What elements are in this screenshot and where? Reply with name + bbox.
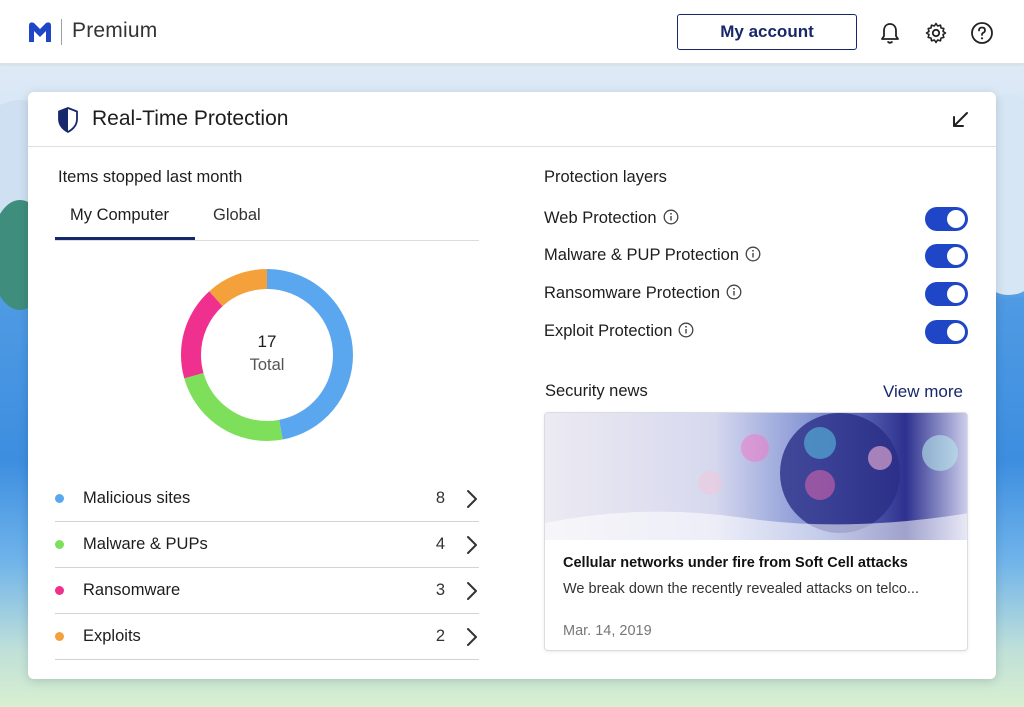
news-article-image (545, 413, 967, 540)
chevron-right-icon[interactable] (465, 488, 479, 510)
ransomware-protection-toggle[interactable] (925, 282, 968, 306)
layer-row-ransomware-protection: Ransomware Protection (544, 281, 968, 307)
real-time-protection-card: Real-Time Protection Items stopped last … (28, 92, 996, 679)
security-news-heading: Security news (545, 382, 648, 400)
chevron-right-icon[interactable] (465, 534, 479, 556)
toggle-knob (947, 247, 965, 265)
category-count: 3 (435, 581, 445, 599)
layer-row-exploit-protection: Exploit Protection (544, 319, 968, 345)
layer-name: Ransomware Protection (544, 284, 721, 302)
active-tab-indicator (55, 237, 195, 240)
layer-row-malware-pup-protection: Malware & PUP Protection (544, 243, 968, 269)
news-article-title[interactable]: Cellular networks under fire from Soft C… (563, 555, 908, 571)
bell-icon[interactable] (878, 21, 902, 45)
layer-name: Web Protection (544, 209, 657, 227)
toggle-knob (947, 210, 965, 228)
info-icon[interactable] (678, 322, 694, 338)
layer-row-web-protection: Web Protection (544, 206, 968, 232)
brand-divider (61, 19, 62, 45)
category-row-malicious-sites[interactable]: Malicious sites 8 (55, 476, 479, 522)
category-count: 8 (435, 489, 445, 507)
category-row-ransomware[interactable]: Ransomware 3 (55, 568, 479, 614)
donut-slice-1 (181, 269, 353, 441)
category-name: Malware & PUPs (83, 535, 208, 553)
top-bar: Premium My account (0, 0, 1024, 64)
chevron-right-icon[interactable] (465, 580, 479, 602)
category-count: 2 (435, 627, 445, 645)
malware-pup-protection-toggle[interactable] (925, 244, 968, 268)
tab-my-computer[interactable]: My Computer (70, 206, 170, 224)
category-color-dot (55, 586, 64, 595)
donut-slice-2 (181, 269, 353, 441)
category-name: Malicious sites (83, 489, 191, 507)
chevron-right-icon[interactable] (465, 626, 479, 648)
shield-icon (58, 107, 78, 133)
category-name: Exploits (83, 627, 141, 645)
donut-total-value: 17 (257, 332, 277, 351)
layer-name: Malware & PUP Protection (544, 246, 740, 264)
malwarebytes-logo-icon (29, 22, 51, 42)
category-color-dot (55, 494, 64, 503)
category-row-exploits[interactable]: Exploits 2 (55, 614, 479, 660)
tab-divider (55, 240, 479, 241)
items-stopped-heading: Items stopped last month (58, 168, 243, 186)
info-icon[interactable] (745, 246, 761, 262)
category-row-malware-pups[interactable]: Malware & PUPs 4 (55, 522, 479, 568)
tab-global[interactable]: Global (213, 206, 261, 224)
toggle-knob (947, 323, 965, 341)
exploit-protection-toggle[interactable] (925, 320, 968, 344)
category-name: Ransomware (83, 581, 181, 599)
card-header: Real-Time Protection (28, 92, 996, 147)
category-count: 4 (435, 535, 445, 553)
view-more-link[interactable]: View more (883, 382, 963, 401)
news-article-description: We break down the recently revealed atta… (563, 581, 919, 597)
layer-name: Exploit Protection (544, 322, 673, 340)
help-icon[interactable] (970, 21, 994, 45)
category-color-dot (55, 540, 64, 549)
card-title: Real-Time Protection (92, 107, 289, 130)
brand-name: Premium (72, 19, 158, 42)
news-article-card[interactable]: Cellular networks under fire from Soft C… (544, 412, 968, 651)
collapse-icon[interactable] (950, 110, 970, 130)
gear-icon[interactable] (924, 21, 948, 45)
web-protection-toggle[interactable] (925, 207, 968, 231)
info-icon[interactable] (663, 209, 679, 225)
donut-total-label: Total (249, 356, 285, 374)
toggle-knob (947, 285, 965, 303)
my-account-button[interactable]: My account (677, 14, 857, 50)
donut-slice-3 (181, 269, 353, 441)
protection-layers-heading: Protection layers (544, 168, 667, 186)
category-color-dot (55, 632, 64, 641)
news-article-date: Mar. 14, 2019 (563, 623, 652, 639)
items-stopped-donut-chart (181, 269, 353, 441)
info-icon[interactable] (726, 284, 742, 300)
